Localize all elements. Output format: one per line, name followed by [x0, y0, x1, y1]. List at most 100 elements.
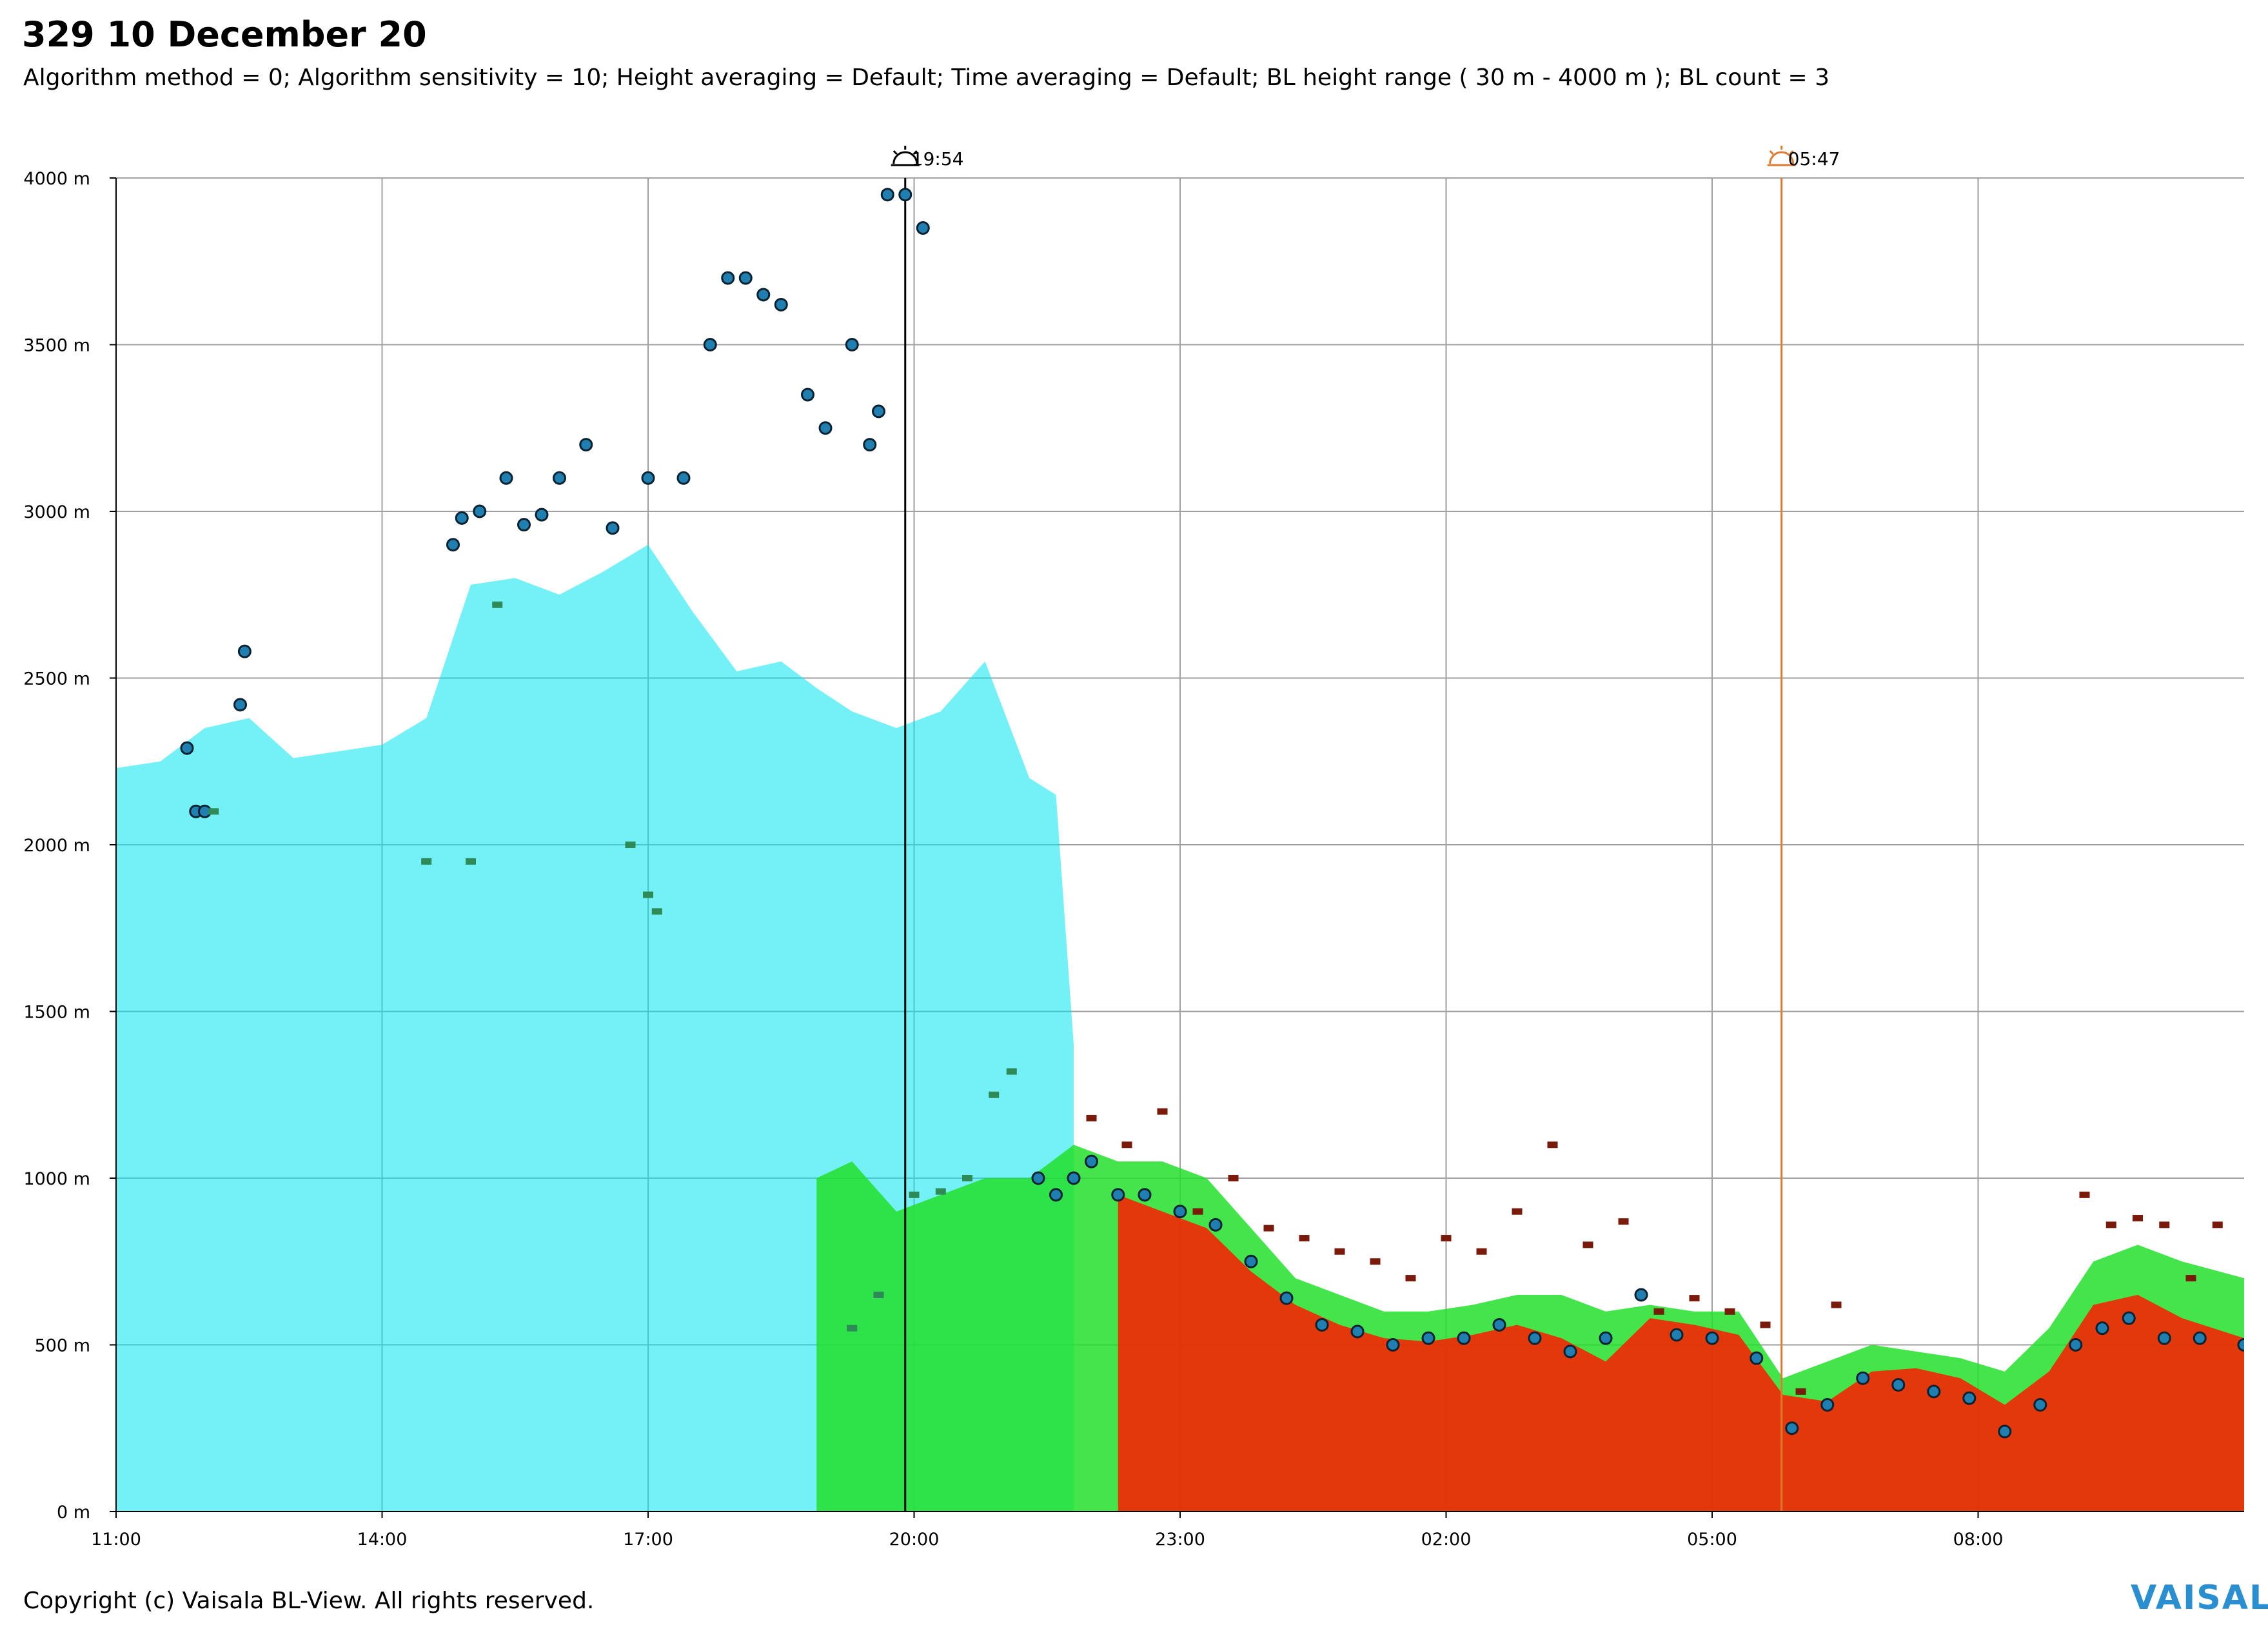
BL1-point — [1998, 1424, 2012, 1439]
BL2-point — [1831, 1301, 1842, 1308]
backscatter-layers — [116, 544, 2244, 1512]
BL3-point — [847, 1325, 858, 1332]
copyright-text: Copyright (c) Vaisala BL-View. All right… — [23, 1588, 595, 1614]
y-tick-label: 3000 m — [23, 502, 90, 522]
BL2-point — [1724, 1308, 1735, 1315]
BL2-point — [1653, 1308, 1664, 1315]
y-tick-label: 2500 m — [23, 669, 90, 689]
BL1-point — [1315, 1317, 1329, 1332]
BL1-point — [1563, 1345, 1577, 1359]
sunrise-icon-ray — [1789, 150, 1794, 155]
sunrise-icon-ray — [1769, 150, 1774, 155]
BL1-point — [2237, 1338, 2244, 1352]
BL1-point — [880, 188, 894, 202]
BL1-point — [1528, 1331, 1542, 1345]
bl-series — [180, 188, 2244, 1439]
BL2-point — [1192, 1208, 1203, 1215]
y-tick-label: 500 m — [35, 1336, 90, 1356]
BL2-point — [1795, 1388, 1806, 1395]
chart-parameters: Algorithm method = 0; Algorithm sensitiv… — [23, 64, 1830, 91]
BL3-point — [909, 1191, 920, 1198]
BL1-point — [872, 404, 885, 419]
BL2-point — [1086, 1114, 1097, 1121]
BL3-point — [989, 1091, 1000, 1098]
BL1-point — [1785, 1421, 1799, 1435]
y-tick-label: 1500 m — [23, 1003, 90, 1023]
BL2-point — [1370, 1258, 1381, 1265]
BL2-point — [1228, 1175, 1239, 1181]
BL1-point — [1891, 1378, 1906, 1392]
BL1-point — [676, 471, 691, 485]
BL1-point — [1173, 1205, 1187, 1219]
sunset-icon-ray — [892, 150, 898, 155]
BL1-point — [2033, 1398, 2047, 1412]
BL1-point — [1492, 1317, 1506, 1332]
BL1-point — [916, 221, 930, 235]
BL2-point — [1583, 1241, 1593, 1248]
BL1-point — [1750, 1351, 1764, 1365]
y-tick-labels: 0 m 500 m 1000 m 1500 m 2000 m 2500 m 3000 m 35… — [23, 169, 116, 1523]
BL1-point — [579, 438, 593, 452]
BL2-point — [2079, 1191, 2090, 1198]
y-tick-label: 1000 m — [23, 1169, 90, 1189]
BL1-point — [774, 297, 788, 311]
y-tick-label: 2000 m — [23, 836, 90, 856]
BL2-point — [2212, 1221, 2223, 1228]
BL1-point — [1279, 1291, 1294, 1305]
BL1-point — [606, 521, 620, 535]
BL1-point — [1670, 1328, 1684, 1342]
BL1-point — [1244, 1254, 1258, 1268]
BL1-point — [1705, 1331, 1719, 1345]
BL1-point — [898, 188, 912, 202]
BL2-point — [1547, 1141, 1558, 1148]
BL3-point — [1006, 1068, 1017, 1075]
BL2-point — [2133, 1215, 2143, 1222]
x-tick-label: 23:00 — [1155, 1530, 1205, 1550]
BL1-point — [1031, 1171, 1045, 1185]
BL1-point — [446, 538, 460, 552]
BL3-point — [643, 891, 653, 898]
BL1-point — [1386, 1338, 1400, 1352]
BL1-point — [1457, 1331, 1471, 1345]
BL1-point — [756, 288, 771, 302]
BL1-point — [1599, 1331, 1613, 1345]
BL1-point — [517, 518, 531, 532]
BL2-point — [1334, 1248, 1345, 1255]
BL3-point — [492, 601, 503, 608]
BL3-point — [421, 858, 432, 865]
x-tick-label: 17:00 — [623, 1530, 673, 1550]
BL3-point — [651, 908, 662, 915]
x-tick-label: 11:00 — [91, 1530, 141, 1550]
y-tick-label: 0 m — [57, 1503, 90, 1523]
BL1-point — [237, 644, 251, 658]
BL1-point — [2122, 1311, 2136, 1325]
x-tick-label: 20:00 — [889, 1530, 940, 1550]
BL2-point — [2105, 1221, 2116, 1228]
BL1-point — [1049, 1188, 1063, 1202]
BL2-point — [1476, 1248, 1487, 1255]
vaisala-logo: VAISALA — [2131, 1579, 2268, 1617]
BL1-point — [455, 511, 469, 525]
y-tick-label: 3500 m — [23, 336, 90, 356]
sunset-time-label: 19:54 — [912, 148, 964, 170]
BL3-point — [962, 1175, 972, 1181]
sunrise-time-label: 05:47 — [1788, 148, 1840, 170]
BL2-point — [1263, 1225, 1274, 1232]
sunset-icon-ray — [912, 150, 918, 155]
BL1-point — [473, 504, 487, 518]
sunrise-icon-arc — [1769, 151, 1795, 164]
BL2-point — [1405, 1275, 1416, 1282]
BL1-point — [1421, 1331, 1435, 1345]
BL2-point — [1760, 1321, 1771, 1328]
BL1-point — [801, 388, 814, 402]
BL1-point — [845, 338, 859, 351]
BL1-point — [2095, 1321, 2109, 1335]
BL3-point — [208, 808, 219, 815]
BL1-point — [1927, 1385, 1941, 1399]
BL1-point — [233, 698, 247, 712]
BL1-point — [553, 471, 566, 485]
sunset-icon-arc — [892, 151, 918, 164]
BL1-point — [1350, 1325, 1365, 1339]
BL2-point — [1689, 1295, 1700, 1302]
